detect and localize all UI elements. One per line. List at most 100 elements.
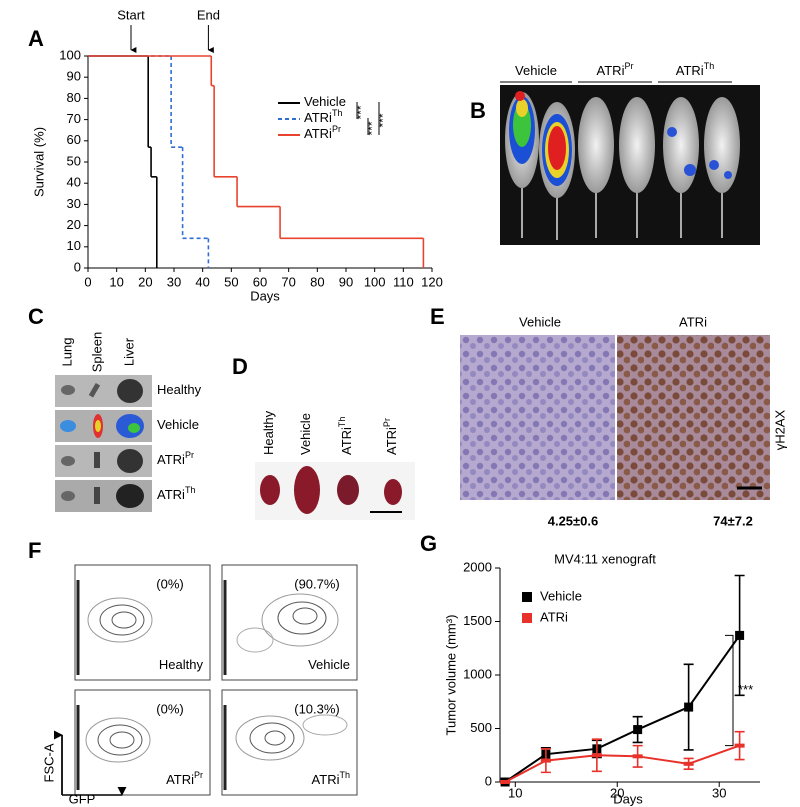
x-tick-label: 20 xyxy=(610,785,624,800)
x-tick-label: 120 xyxy=(421,274,443,289)
gate-percent: (0%) xyxy=(156,576,183,591)
legend-swatch xyxy=(522,592,532,602)
y-tick-label: 80 xyxy=(67,90,81,105)
legend-label: ATRiTh xyxy=(304,108,342,125)
superscript: Pr xyxy=(382,418,392,427)
label-text: ATRi xyxy=(157,452,185,467)
legend-label: Vehicle xyxy=(540,588,582,603)
sample-label: ATRiPr xyxy=(166,770,203,787)
label-text: Healthy xyxy=(157,382,202,397)
marker xyxy=(500,780,511,784)
group-label: ATRiTh xyxy=(676,61,714,78)
legend-name: ATRi xyxy=(304,110,332,125)
superscript: Th xyxy=(337,417,347,428)
significance: *** xyxy=(354,105,368,119)
y-tick-label: 40 xyxy=(67,175,81,190)
legend-superscript: Th xyxy=(332,108,343,118)
row-label: Vehicle xyxy=(157,417,199,432)
marker xyxy=(735,630,745,640)
y-tick-label: 30 xyxy=(67,196,81,211)
panel-letter: B xyxy=(470,98,486,123)
superscript: Th xyxy=(704,61,715,71)
x-tick-label: 40 xyxy=(195,274,209,289)
marker xyxy=(540,758,551,763)
series-line xyxy=(504,634,741,783)
panel-letter: C xyxy=(28,304,44,329)
legend-swatch xyxy=(522,613,532,623)
column-label: ATRiPr xyxy=(382,418,399,455)
x-axis-title: Days xyxy=(613,791,643,806)
row-label: ATRiPr xyxy=(157,450,194,467)
panel-letter: E xyxy=(430,304,445,329)
y-tick-label: 500 xyxy=(470,720,492,735)
label-text: ATRi xyxy=(312,772,340,787)
y-tick-label: 1500 xyxy=(463,613,492,628)
stain-label: γH2AX xyxy=(772,409,787,450)
marker xyxy=(683,761,694,766)
row-label: ATRiTh xyxy=(157,485,195,502)
legend-label: Vehicle xyxy=(304,94,346,109)
y-tick-label: 100 xyxy=(59,47,81,62)
legend-name: ATRi xyxy=(304,126,332,141)
superscript: Pr xyxy=(185,450,194,460)
significance: *** xyxy=(365,121,379,135)
x-tick-label: 0 xyxy=(84,274,91,289)
axis-label: GFP xyxy=(69,791,96,806)
label-text: Vehicle xyxy=(298,413,313,455)
panel-letter: D xyxy=(232,354,248,379)
column-label: ATRi xyxy=(679,314,707,329)
column-label: Vehicle xyxy=(519,314,561,329)
ihc-image xyxy=(617,335,770,500)
quantification: 74±7.2 xyxy=(713,513,753,528)
organ-images xyxy=(55,375,152,512)
chart-title: MV4:11 xenograft xyxy=(554,551,656,566)
marker xyxy=(591,753,602,758)
superscript: Pr xyxy=(194,770,203,780)
marker xyxy=(684,702,694,712)
y-axis-title: Survival (%) xyxy=(31,127,46,197)
gate-percent: (90.7%) xyxy=(294,576,340,591)
y-tick-label: 70 xyxy=(67,111,81,126)
label-text: Vehicle xyxy=(515,63,557,78)
y-tick-label: 2000 xyxy=(463,559,492,574)
y-tick-label: 1000 xyxy=(463,666,492,681)
legend-superscript: Pr xyxy=(332,124,341,134)
mice xyxy=(505,91,740,240)
superscript: Th xyxy=(339,770,350,780)
y-tick-label: 60 xyxy=(67,132,81,147)
gate-percent: (0%) xyxy=(156,701,183,716)
label-text: ATRi xyxy=(597,63,625,78)
label-text: Healthy xyxy=(261,410,276,455)
panel-letter: F xyxy=(28,538,41,563)
x-tick-label: 30 xyxy=(712,785,726,800)
y-tick-label: 0 xyxy=(485,773,492,788)
label-text: ATRi xyxy=(384,427,399,455)
flow-axes xyxy=(61,735,122,795)
x-tick-label: 90 xyxy=(339,274,353,289)
label-text: Vehicle xyxy=(157,417,199,432)
x-tick-label: 100 xyxy=(364,274,386,289)
legend-label: ATRiPr xyxy=(304,124,341,141)
flow-plots xyxy=(74,564,358,796)
superscript: Pr xyxy=(624,61,633,71)
x-tick-label: 70 xyxy=(281,274,295,289)
column-label: Vehicle xyxy=(298,413,313,455)
column-label: Healthy xyxy=(261,410,276,455)
x-tick-label: 80 xyxy=(310,274,324,289)
sample-label: Healthy xyxy=(159,657,204,672)
column-label: ATRiTh xyxy=(337,417,354,455)
column-label: Liver xyxy=(121,337,136,366)
marker xyxy=(633,725,643,735)
x-tick-label: 110 xyxy=(393,274,414,289)
label-text: Vehicle xyxy=(308,657,350,672)
group-label: Vehicle xyxy=(515,63,557,78)
x-tick-label: 60 xyxy=(253,274,267,289)
marker xyxy=(734,743,745,748)
annotation: Start xyxy=(117,7,145,22)
spleen-photo xyxy=(255,462,415,520)
superscript: Th xyxy=(185,485,196,495)
sample-label: ATRiTh xyxy=(312,770,350,787)
significance-bracket xyxy=(725,634,734,747)
gate-percent: (10.3%) xyxy=(294,701,340,716)
